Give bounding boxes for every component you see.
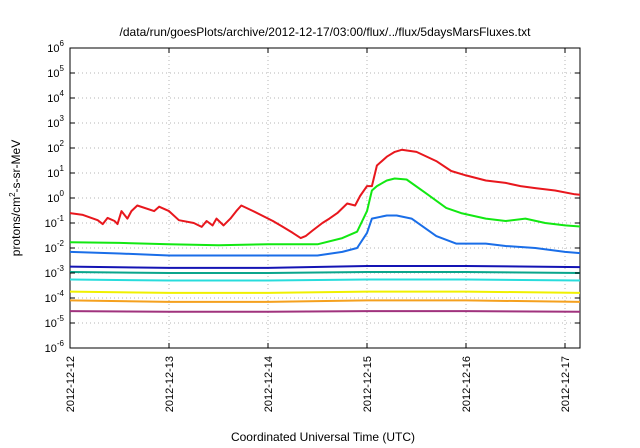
y-tick-label: 106: [47, 39, 64, 55]
y-tick-label: 103: [47, 114, 64, 130]
y-tick-exponent: -1: [57, 214, 65, 223]
y-tick-exponent: 5: [60, 64, 65, 73]
y-tick-base: 10: [45, 268, 57, 280]
y-axis-ticks: 10-610-510-410-310-210-11001011021031041…: [45, 39, 580, 355]
y-axis-label-sup: 2: [8, 192, 17, 197]
grid-lines: [69, 48, 580, 348]
series-line-8: [70, 299, 580, 303]
x-tick-label: 2012-12-16: [461, 356, 473, 412]
y-axis-label-rest: -s-sr-MeV: [9, 140, 23, 193]
chart-title: /data/run/goesPlots/archive/2012-12-17/0…: [120, 25, 532, 39]
y-tick-label: 10-6: [45, 339, 65, 355]
series-line-5: [70, 271, 580, 274]
y-tick-exponent: 2: [60, 139, 65, 148]
series-line-9: [70, 310, 580, 313]
y-tick-label: 10-1: [45, 214, 65, 230]
series-line-7: [70, 290, 580, 294]
y-tick-base: 10: [47, 143, 59, 155]
x-tick-label: 2012-12-13: [164, 356, 176, 412]
y-tick-base: 10: [45, 318, 57, 330]
y-tick-exponent: -3: [57, 264, 65, 273]
y-tick-exponent: 6: [60, 39, 65, 48]
y-tick-exponent: 1: [60, 164, 65, 173]
y-tick-base: 10: [47, 68, 59, 80]
y-tick-label: 101: [47, 164, 64, 180]
y-tick-exponent: -2: [57, 239, 65, 248]
y-tick-label: 10-3: [45, 264, 65, 280]
y-tick-exponent: -5: [57, 314, 65, 323]
x-axis-ticks: 2012-12-12 2012-12-13 2012-12-14 2012-12-15…: [65, 48, 572, 412]
x-tick-label: 2012-12-17: [560, 356, 572, 412]
series-line-3: [70, 214, 580, 257]
series-line-4: [70, 265, 580, 269]
y-tick-exponent: -4: [57, 289, 65, 298]
y-tick-base: 10: [47, 118, 59, 130]
y-tick-base: 10: [45, 218, 57, 230]
y-tick-label: 10-4: [45, 289, 65, 305]
series-line-2: [70, 177, 580, 247]
y-tick-label: 104: [47, 89, 64, 105]
x-axis-label: Coordinated Universal Time (UTC): [231, 430, 415, 444]
series-line-1: [70, 148, 580, 240]
y-tick-exponent: 4: [60, 89, 65, 98]
y-axis-label-base: protons/cm: [9, 197, 23, 256]
y-tick-label: 105: [47, 64, 64, 80]
y-tick-base: 10: [47, 168, 59, 180]
y-tick-label: 10-2: [45, 239, 65, 255]
y-tick-base: 10: [45, 343, 57, 355]
x-tick-label: 2012-12-12: [65, 356, 77, 412]
y-tick-exponent: -6: [57, 339, 65, 348]
y-tick-label: 102: [47, 139, 64, 155]
x-tick-label: 2012-12-15: [362, 356, 374, 412]
y-tick-label: 100: [47, 189, 64, 205]
series-line-6: [70, 278, 580, 282]
y-axis-label: protons/cm2-s-sr-MeV: [8, 140, 23, 256]
series-layer: [70, 148, 580, 313]
x-tick-label: 2012-12-14: [263, 356, 275, 412]
y-tick-base: 10: [47, 93, 59, 105]
y-tick-base: 10: [47, 43, 59, 55]
y-tick-exponent: 0: [60, 189, 65, 198]
y-tick-exponent: 3: [60, 114, 65, 123]
y-tick-base: 10: [47, 193, 59, 205]
y-tick-base: 10: [45, 243, 57, 255]
y-tick-base: 10: [45, 293, 57, 305]
y-tick-label: 10-5: [45, 314, 65, 330]
